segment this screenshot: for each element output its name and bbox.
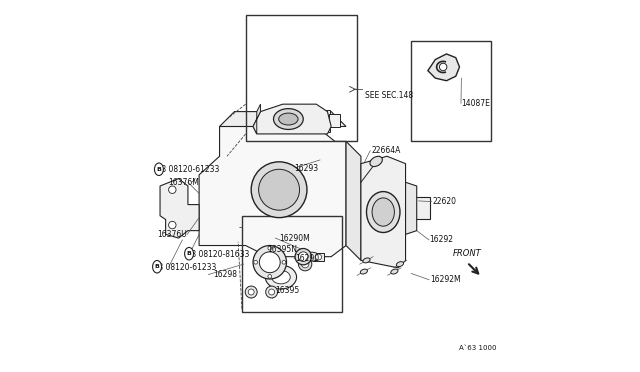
Ellipse shape xyxy=(391,269,398,274)
Polygon shape xyxy=(160,179,199,238)
Ellipse shape xyxy=(301,260,309,268)
Ellipse shape xyxy=(268,275,271,278)
Ellipse shape xyxy=(370,156,382,167)
Polygon shape xyxy=(199,126,346,257)
Ellipse shape xyxy=(295,248,312,265)
Ellipse shape xyxy=(298,252,308,262)
Polygon shape xyxy=(346,141,361,260)
Text: 16293: 16293 xyxy=(294,164,318,173)
Ellipse shape xyxy=(184,247,193,260)
Ellipse shape xyxy=(268,246,271,250)
Text: 16292M: 16292M xyxy=(430,275,461,284)
Ellipse shape xyxy=(282,260,286,264)
Bar xyxy=(411,41,491,141)
Bar xyxy=(314,253,324,261)
Text: B 08120-81633: B 08120-81633 xyxy=(191,250,249,259)
Ellipse shape xyxy=(251,162,307,218)
Text: 16395: 16395 xyxy=(275,286,300,295)
Text: 16292: 16292 xyxy=(429,235,453,244)
Ellipse shape xyxy=(360,269,367,274)
Polygon shape xyxy=(253,104,331,134)
Ellipse shape xyxy=(271,270,291,284)
Text: 16290: 16290 xyxy=(294,254,319,263)
Ellipse shape xyxy=(367,192,400,232)
Bar xyxy=(316,110,330,132)
Text: 22620: 22620 xyxy=(433,197,456,206)
Ellipse shape xyxy=(259,169,300,210)
Text: B: B xyxy=(187,251,191,256)
Ellipse shape xyxy=(298,257,312,271)
Polygon shape xyxy=(253,104,260,134)
Polygon shape xyxy=(406,182,417,234)
Text: 16298: 16298 xyxy=(213,270,237,279)
Ellipse shape xyxy=(168,186,176,193)
Ellipse shape xyxy=(278,113,298,125)
Text: SEE SEC.148: SEE SEC.148 xyxy=(365,92,413,100)
Ellipse shape xyxy=(266,265,296,289)
Ellipse shape xyxy=(273,109,303,129)
Text: 22664A: 22664A xyxy=(371,146,401,155)
Bar xyxy=(329,114,340,127)
Polygon shape xyxy=(428,54,460,81)
Ellipse shape xyxy=(248,289,254,295)
Polygon shape xyxy=(361,156,406,268)
Text: B 08120-61233: B 08120-61233 xyxy=(161,165,219,174)
Text: B: B xyxy=(155,264,159,269)
Ellipse shape xyxy=(372,198,394,226)
Ellipse shape xyxy=(245,286,257,298)
Text: 16376U: 16376U xyxy=(157,230,187,239)
Ellipse shape xyxy=(266,286,278,298)
Text: B: B xyxy=(157,167,161,172)
Text: 16290M: 16290M xyxy=(279,234,310,243)
Ellipse shape xyxy=(440,63,447,71)
Ellipse shape xyxy=(396,262,404,267)
Bar xyxy=(415,197,430,219)
Ellipse shape xyxy=(152,260,161,273)
Ellipse shape xyxy=(305,252,319,261)
Text: A`63 1000: A`63 1000 xyxy=(460,345,497,351)
Ellipse shape xyxy=(316,254,321,260)
Text: 14087E: 14087E xyxy=(461,99,490,108)
Polygon shape xyxy=(220,112,346,126)
Text: B 08120-61233: B 08120-61233 xyxy=(158,263,216,272)
Text: FRONT: FRONT xyxy=(453,249,482,258)
Bar xyxy=(242,216,342,312)
Ellipse shape xyxy=(269,289,275,295)
Bar xyxy=(246,15,357,141)
Text: 16376M: 16376M xyxy=(168,178,199,187)
Ellipse shape xyxy=(253,246,287,279)
Ellipse shape xyxy=(154,163,163,176)
Text: 16395N: 16395N xyxy=(267,245,297,254)
Ellipse shape xyxy=(168,221,176,229)
Ellipse shape xyxy=(259,252,280,273)
Ellipse shape xyxy=(363,258,370,263)
Ellipse shape xyxy=(254,260,257,264)
